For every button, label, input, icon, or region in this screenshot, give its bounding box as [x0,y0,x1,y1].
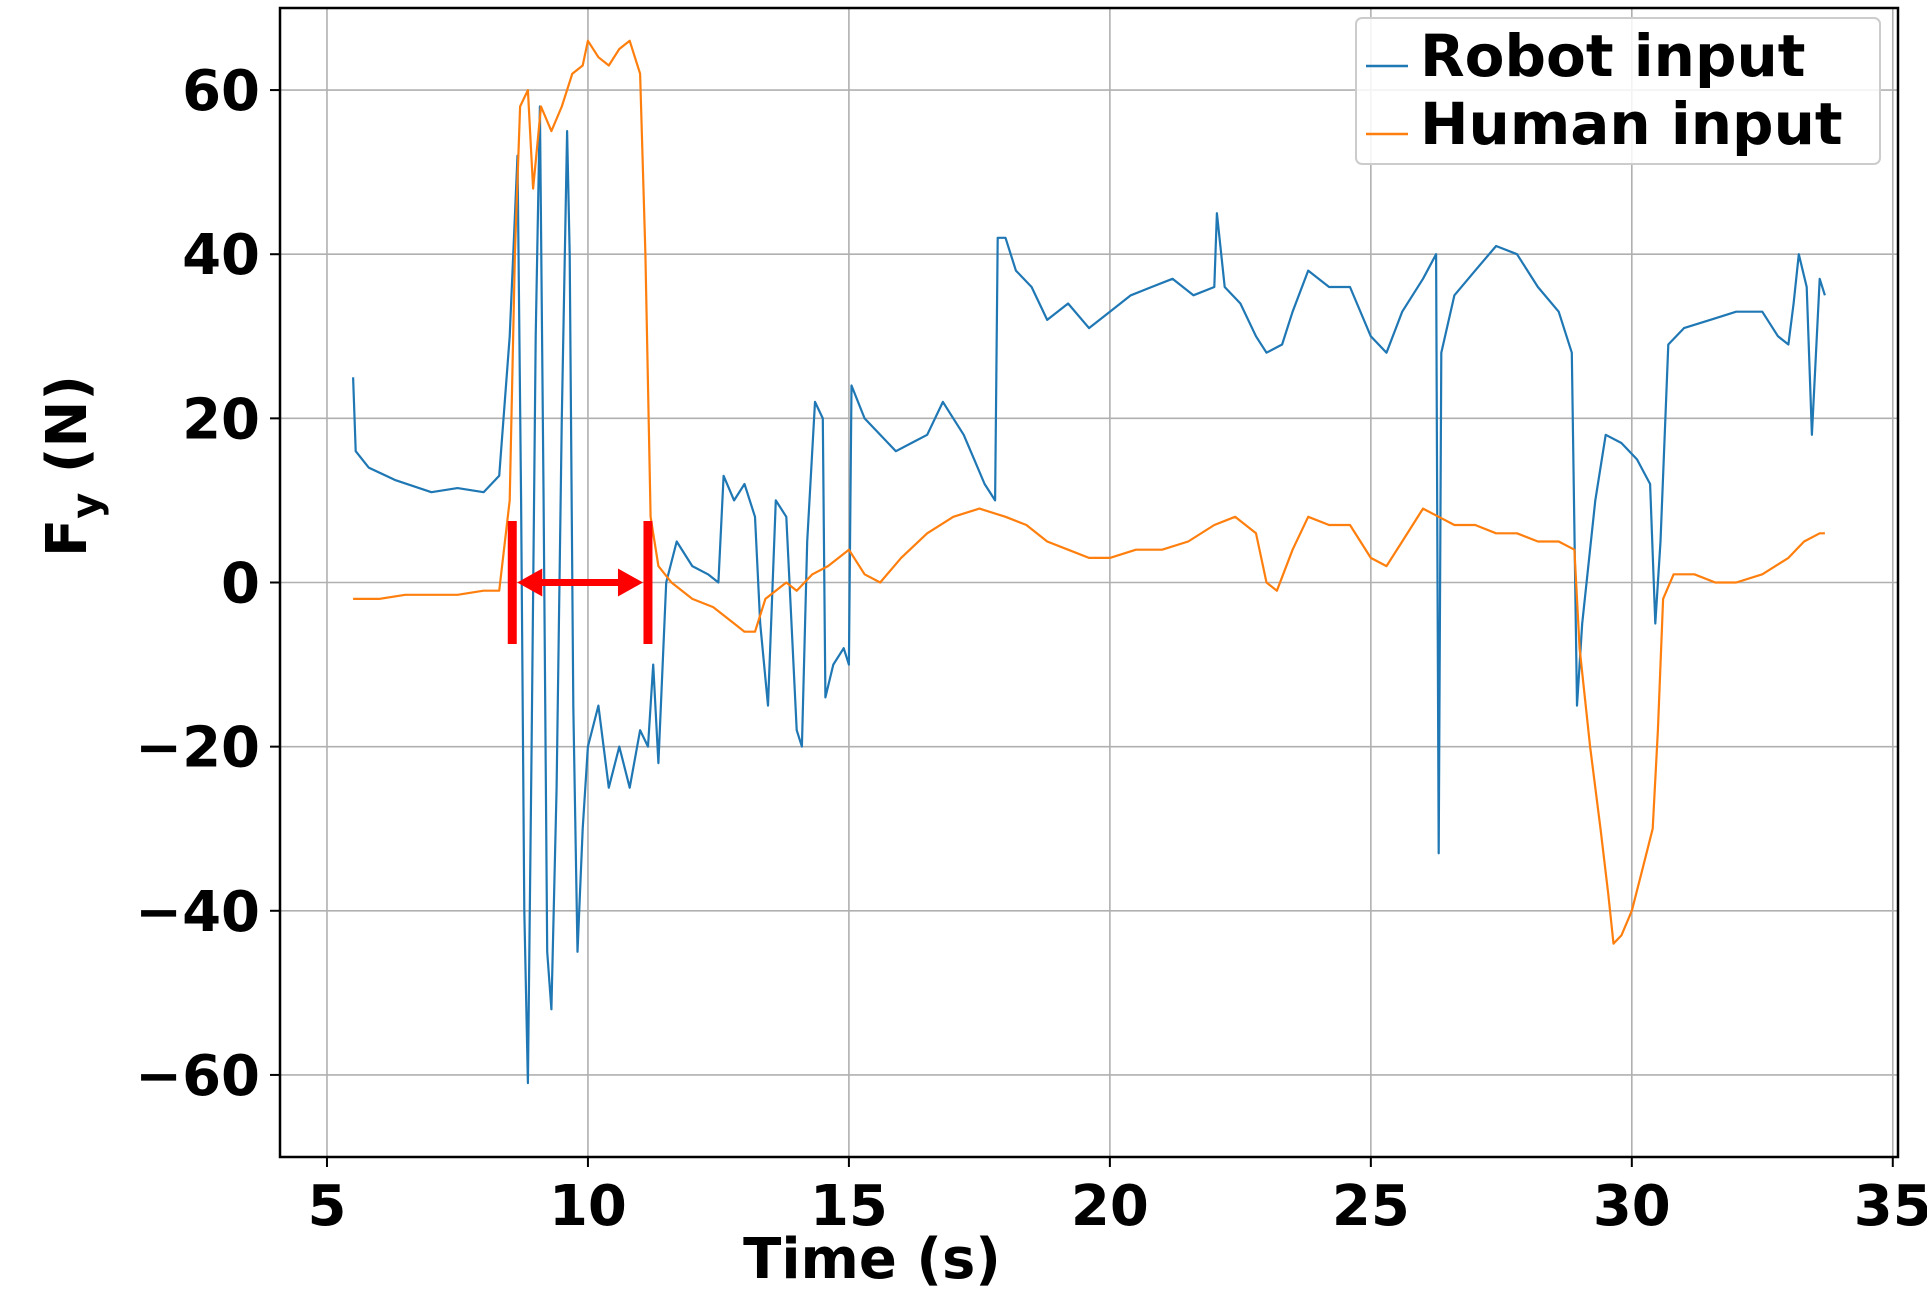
y-tick-label: −40 [135,880,260,945]
x-tick-label: 20 [1071,1174,1149,1239]
legend-label-human-input: Human input [1420,90,1843,158]
x-axis-label: Time (s) [743,1227,1001,1292]
y-tick-label: 60 [182,59,260,124]
x-tick-label: 35 [1854,1174,1927,1239]
y-axis-label-space [35,473,100,493]
x-tick-label: 30 [1593,1174,1671,1239]
legend-label-robot-input: Robot input [1420,22,1806,90]
legend-box [1355,17,1881,165]
y-tick-label: −20 [135,716,260,781]
legend: Robot input Human input [1355,17,1881,165]
plot-frame [278,6,1900,1159]
x-tick-label: 25 [1332,1174,1410,1239]
interval-annotation [507,520,653,645]
ticks: 5 10 15 20 25 30 35 −60 −40 −20 0 20 40 60 [135,59,1927,1239]
y-axis-label-subscript: y [64,493,110,519]
x-tick-label: 5 [307,1174,346,1239]
y-tick-label: 0 [221,552,260,617]
y-tick-label: −60 [135,1044,260,1109]
series-layer [352,39,1826,1085]
y-axis-label-unit: (N) [35,375,100,473]
interval-arrow-right-head [617,568,643,597]
y-axis-label-main: F [35,519,100,557]
y-tick-label: 40 [182,223,260,288]
x-tick-label: 15 [810,1174,888,1239]
series-line-robot-input [352,105,1826,1085]
series-line-human-input [353,39,1825,945]
interval-arrow-left-head [517,568,543,597]
y-tick-label: 20 [182,387,260,452]
y-axis-label: Fy (N) [35,375,110,557]
x-tick-label: 10 [549,1174,627,1239]
